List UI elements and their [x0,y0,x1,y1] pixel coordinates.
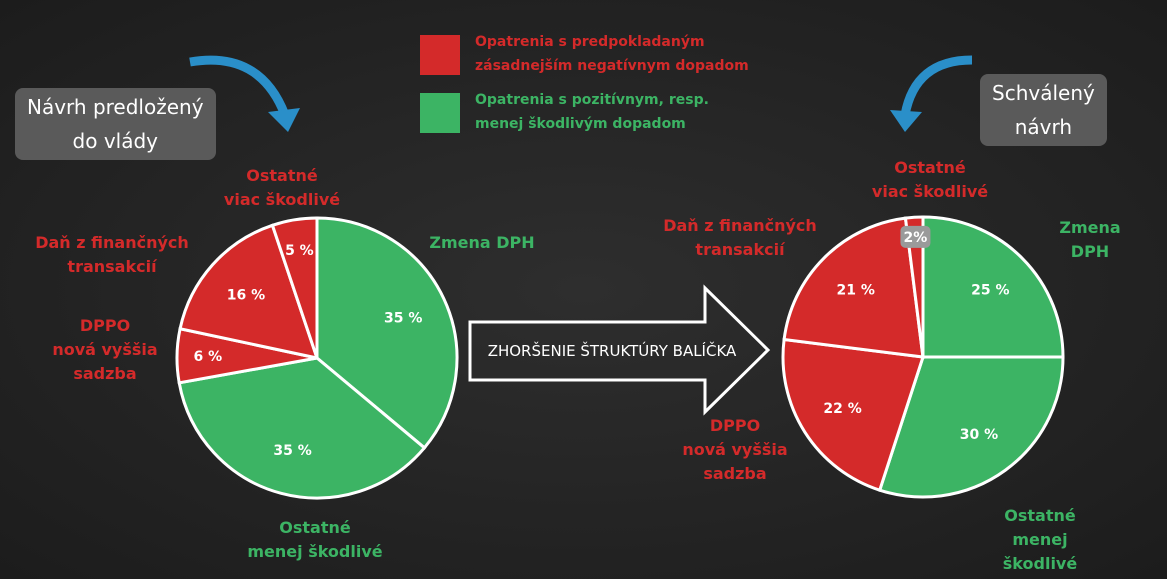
pie-slice [921,215,1065,359]
category-label: Zmena DPH [429,233,535,252]
value-label: 6 % [193,349,222,365]
value-label: 35 % [384,311,422,327]
chart-title: Návrh predložený do vlády [15,88,216,160]
legend-label: Opatrenia s predpokladaným zásadnejším n… [475,34,749,74]
value-label: 16 % [227,288,265,304]
category-label: Daň z finančných transakcií [35,233,189,276]
value-label: 2% [904,230,928,246]
pie-slice [177,356,427,500]
chart-title: Schválený návrh [980,74,1107,146]
category-label: Zmena DPH [1059,218,1121,261]
decor-arrow [189,55,290,117]
category-label: Ostatné menej škodlivé [247,518,383,561]
category-label: DPPO nová vyššia sadzba [52,316,158,383]
decor-arrow-head [890,110,922,132]
pie-slice [270,216,319,359]
category-label: Ostatné menej škodlivé [1002,506,1078,573]
decor-arrow-head [268,108,300,132]
pie-slice [782,216,925,359]
legend-label: Opatrenia s pozitívnym, resp. menej škod… [475,92,709,132]
pie-slice [877,355,1065,499]
value-label: 5 % [285,243,314,259]
legend-swatch [420,93,460,133]
decor-arrow [900,55,973,116]
pie-slice [315,216,459,450]
category-label: Daň z finančných transakcií [663,216,817,259]
arrow-text: ZHORŠENIE ŠTRUKTÚRY BALÍČKA [488,341,737,360]
value-label: 25 % [971,283,1009,299]
pie-slice [781,337,925,493]
category-label: DPPO nová vyššia sadzba [682,416,788,483]
category-label: Ostatné viac škodlivé [223,166,341,209]
category-label: Ostatné viac škodlivé [871,158,989,201]
pie-slice [903,215,925,358]
big-arrow [468,284,771,416]
value-label-bg [900,225,931,248]
value-label: 35 % [273,443,311,459]
value-label: 30 % [960,427,998,443]
value-label: 21 % [836,283,874,299]
legend-swatch [420,35,460,75]
value-label: 22 % [823,401,861,417]
